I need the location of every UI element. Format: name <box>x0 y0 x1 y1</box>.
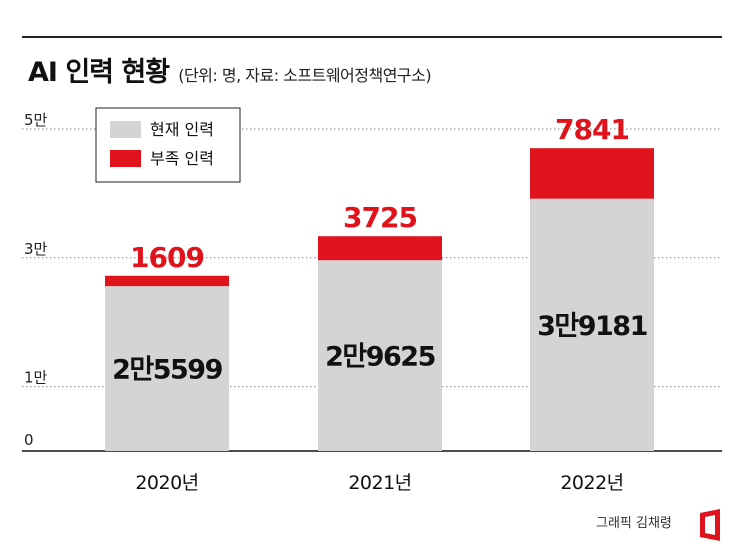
data-label-shortage: 1609 <box>130 241 204 274</box>
chart-title: AI 인력 현황 <box>28 57 170 88</box>
chart-subtitle: (단위: 명, 자료: 소프트웨어정책연구소) <box>178 66 432 85</box>
y-tick-label: 3만 <box>24 240 48 258</box>
data-label-current: 2만5599 <box>112 355 222 386</box>
bar-current <box>530 198 654 451</box>
y-tick-label: 0 <box>24 431 34 449</box>
graphic-credit: 그래픽 김채령 <box>596 516 672 531</box>
data-label-current: 3만9181 <box>537 311 647 342</box>
top-rule <box>22 36 722 38</box>
chart-header: AI 인력 현황 (단위: 명, 자료: 소프트웨어정책연구소) <box>28 50 432 89</box>
data-label-current: 2만9625 <box>325 342 435 373</box>
legend-swatch-current <box>110 121 141 138</box>
bar-current <box>105 286 229 451</box>
bar-shortage <box>105 275 229 287</box>
legend-swatch-shortage <box>110 150 141 167</box>
legend-box <box>95 107 241 183</box>
bar-shortage <box>530 148 654 199</box>
y-tick-label: 5만 <box>24 111 48 129</box>
x-tick-label: 2020년 <box>135 472 198 494</box>
data-label-shortage: 3725 <box>343 201 417 234</box>
y-tick-label: 1만 <box>24 369 48 387</box>
bar-current <box>318 260 442 451</box>
legend-label-current: 현재 인력 <box>150 120 214 139</box>
asiae-logo-icon <box>700 509 720 541</box>
x-tick-label: 2021년 <box>348 472 411 494</box>
bar-shortage <box>318 236 442 261</box>
x-tick-label: 2022년 <box>560 472 623 494</box>
legend-label-shortage: 부족 인력 <box>150 149 214 168</box>
data-label-shortage: 7841 <box>555 113 629 146</box>
